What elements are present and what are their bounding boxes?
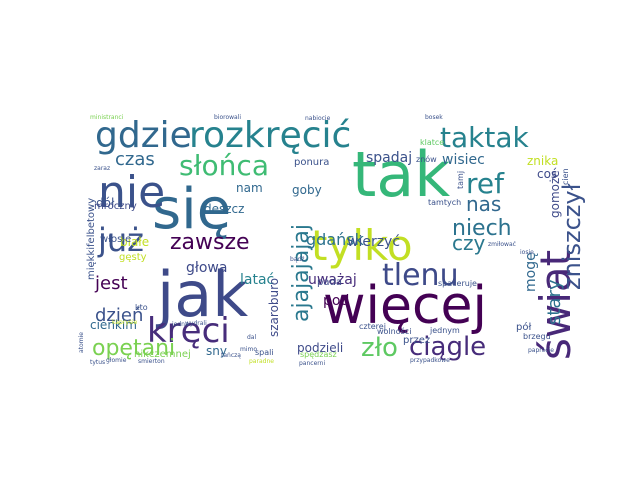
- cloud-word: uważaj: [308, 272, 357, 288]
- cloud-word: ministranci: [90, 114, 124, 121]
- cloud-word: pada: [317, 277, 342, 288]
- cloud-word: tytus: [90, 359, 105, 366]
- cloud-word: głomie: [106, 357, 127, 364]
- cloud-word: tamtych: [428, 198, 461, 207]
- cloud-word: mimo: [240, 346, 257, 353]
- cloud-word: dzień: [95, 305, 143, 326]
- cloud-word: tylko: [311, 221, 413, 270]
- cloud-word: nas: [466, 192, 501, 216]
- cloud-word: nam: [236, 181, 263, 195]
- cloud-word: opętani: [92, 336, 175, 361]
- cloud-word: gomoże: [548, 170, 562, 218]
- cloud-word: znów: [416, 154, 437, 164]
- word-group: tak jak się więcej tylko nie rozkręcić świat gdz…: [78, 114, 586, 367]
- cloud-word: wisiec: [442, 152, 485, 168]
- cloud-word: włosie: [100, 234, 131, 245]
- cloud-word: wolności: [377, 326, 411, 336]
- cloud-word: rozkręcić: [189, 115, 351, 156]
- cloud-word: deszcz: [204, 202, 244, 216]
- cloud-word: świat: [531, 250, 580, 360]
- cloud-word: gdzie: [95, 115, 192, 156]
- cloud-word: więcej: [323, 276, 487, 336]
- cloud-word: ajajajajaj: [289, 224, 314, 322]
- cloud-word: jak: [155, 258, 248, 331]
- cloud-word: jedna: [171, 321, 189, 328]
- cloud-word: dół: [96, 196, 115, 210]
- cloud-word: gdańsk: [306, 230, 365, 249]
- cloud-word: smierton: [138, 358, 165, 365]
- cloud-word: nikczemnej: [134, 349, 191, 360]
- cloud-word: się: [152, 177, 231, 242]
- cloud-word: spędzasz: [300, 350, 337, 359]
- cloud-background: [80, 106, 578, 368]
- cloud-word: głowa: [186, 260, 227, 276]
- cloud-word: paprocie: [528, 347, 554, 354]
- cloud-word: taktak: [440, 121, 529, 154]
- cloud-word: pod: [323, 293, 349, 309]
- cloud-word: sny: [206, 344, 227, 358]
- cloud-word: zniszczył: [558, 183, 586, 290]
- cloud-word: niech: [452, 216, 512, 241]
- cloud-word: nie: [98, 167, 165, 218]
- cloud-word: szaroburo: [267, 278, 281, 337]
- cloud-word: już: [97, 221, 144, 259]
- cloud-word: mogę: [523, 252, 539, 292]
- cloud-word: kręci: [147, 311, 230, 351]
- cloud-word: brzegu: [523, 332, 551, 341]
- cloud-word: miękkifelbetowy: [86, 198, 97, 280]
- cloud-word: zmiłować: [488, 241, 516, 248]
- cloud-word: spali: [255, 348, 274, 357]
- cloud-word: nabiocie: [305, 115, 331, 122]
- cloud-word: czy: [452, 231, 485, 255]
- cloud-word: białe: [120, 235, 149, 249]
- cloud-word: atomie: [78, 332, 85, 353]
- cloud-word: coś: [537, 167, 557, 181]
- cloud-word: słońca: [179, 149, 269, 182]
- cloud-word: czas: [115, 149, 155, 170]
- cloud-word: pół: [516, 321, 531, 333]
- cloud-word: dal: [247, 334, 256, 341]
- cloud-word: wierzyć: [347, 234, 400, 250]
- cloud-word: goby: [292, 183, 322, 197]
- cloud-word: wydrali: [185, 320, 207, 327]
- cloud-word: iosie: [520, 249, 534, 256]
- cloud-word: gęsty: [119, 252, 147, 263]
- cloud-word: znika: [527, 154, 558, 168]
- cloud-word: spadaj: [366, 150, 412, 166]
- cloud-word: zaraz: [94, 165, 110, 172]
- cloud-word: tańczą: [221, 352, 241, 359]
- cloud-word: tamj: [456, 171, 465, 189]
- cloud-word: zawsze: [170, 230, 250, 255]
- cloud-word: ponura: [294, 157, 329, 168]
- cloud-word: kaprysie: [112, 319, 138, 326]
- cloud-word: paradne: [249, 358, 274, 365]
- cloud-word: ciągle: [409, 332, 486, 362]
- cloud-word: latać: [240, 272, 274, 288]
- cloud-word: cien: [561, 168, 570, 185]
- cloud-word: stary: [544, 279, 565, 325]
- cloud-word: kto: [135, 303, 148, 312]
- cloud-word: podzieli: [297, 341, 343, 355]
- cloud-word: jednym: [429, 326, 460, 335]
- cloud-word: czterej: [359, 322, 386, 331]
- cloud-word: przypadkowe: [410, 357, 450, 364]
- cloud-word: bądź: [290, 256, 304, 263]
- cloud-word: jest: [94, 273, 128, 294]
- cloud-word: biorowali: [214, 114, 241, 121]
- cloud-word: przez: [403, 335, 430, 346]
- cloud-word: zło: [361, 333, 398, 363]
- cloud-word: mroczny: [94, 201, 137, 212]
- cloud-word: tak: [352, 138, 450, 211]
- cloud-word: cienkim: [90, 318, 137, 332]
- cloud-word: tlenu: [382, 258, 459, 293]
- cloud-word: ref: [466, 167, 505, 200]
- cloud-word: spaceruje: [438, 279, 477, 288]
- cloud-word: klatce: [420, 138, 444, 147]
- cloud-word: bosek: [425, 114, 443, 121]
- cloud-word: pancerni: [299, 360, 325, 367]
